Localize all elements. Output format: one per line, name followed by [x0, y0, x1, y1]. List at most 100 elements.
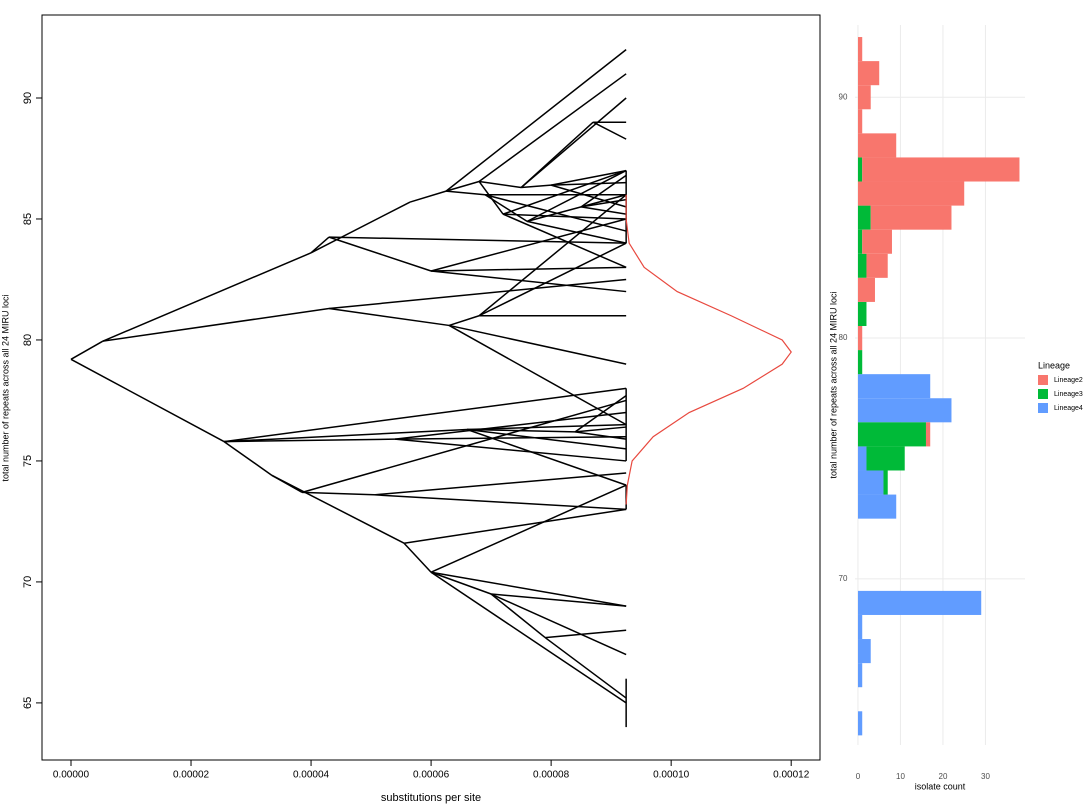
tree-edge — [467, 423, 627, 431]
tree-edge — [521, 184, 552, 189]
histogram-bar — [925, 422, 931, 447]
tree-edge — [328, 236, 432, 272]
legend-title: Lineage — [1038, 360, 1070, 370]
tree-edge — [581, 206, 627, 215]
tree-edge — [328, 278, 627, 310]
histogram-bar — [857, 614, 863, 640]
legend-key — [1038, 375, 1048, 385]
histogram-bar — [857, 61, 880, 86]
tree-edge — [403, 508, 627, 544]
x-tick-label: 0.00004 — [293, 770, 330, 781]
x-tick-label: 10 — [896, 772, 905, 781]
tree-edge — [526, 206, 582, 223]
y-tick-label: 80 — [22, 334, 34, 346]
tree-edge — [430, 484, 627, 573]
tree-edge — [526, 169, 627, 223]
y-tick-label: 70 — [22, 576, 34, 588]
tree-edge — [490, 593, 546, 639]
tree-edge — [310, 236, 330, 254]
tree-edge — [328, 307, 450, 327]
tree-edge — [223, 440, 273, 477]
histogram-bar — [857, 326, 863, 351]
tree-edge — [550, 169, 627, 186]
x-tick-label: 0.00006 — [413, 770, 450, 781]
hist-y-axis-title: total number of repeats across all 24 MI… — [828, 291, 838, 478]
histogram-bar — [857, 253, 867, 278]
histogram-bar — [857, 663, 863, 688]
tree-edge — [448, 324, 627, 365]
histogram-bar — [857, 133, 897, 158]
y-tick-label: 65 — [22, 697, 34, 709]
tree-edge — [478, 194, 627, 317]
legend-label: Lineage4 — [1054, 405, 1083, 412]
tree-edge — [431, 270, 627, 293]
tree-edge — [374, 472, 627, 496]
tree-edge — [409, 190, 447, 203]
tree-edge — [446, 190, 486, 196]
legend-key — [1038, 389, 1048, 399]
plot-frame — [41, 14, 821, 761]
tree-edge — [502, 213, 627, 269]
tree-edge — [448, 324, 627, 426]
histogram-bar — [857, 590, 982, 615]
histogram-bar — [857, 422, 926, 447]
tree-edge — [550, 184, 627, 208]
tree-edge — [520, 121, 594, 189]
tree-edge — [403, 542, 432, 573]
x-tick-label: 0 — [856, 772, 861, 781]
tree-edge — [70, 358, 225, 443]
legend-key — [1038, 403, 1048, 413]
y-tick-label: 75 — [22, 455, 34, 467]
tree-edge — [580, 174, 627, 208]
histogram-bar — [857, 181, 965, 206]
tree-edge — [592, 121, 627, 140]
tree-edge — [302, 491, 375, 496]
tree-edge — [491, 593, 627, 607]
x-axis-title: substitutions per site — [381, 792, 481, 804]
tree-edge — [430, 571, 627, 704]
y-axis-title: total number of repeats across all 24 MI… — [0, 294, 10, 481]
tree-edge — [430, 571, 492, 595]
tree-edge — [301, 399, 627, 494]
tree-edge — [580, 194, 627, 208]
y-tick-label: 80 — [839, 333, 848, 342]
histogram-bar — [883, 470, 888, 495]
tree-edge — [329, 236, 627, 244]
tree-edge — [545, 629, 627, 639]
tree-edge — [575, 431, 627, 440]
x-tick-label: 0.00008 — [533, 770, 570, 781]
density-curve — [625, 194, 792, 505]
histogram-bar — [857, 350, 863, 375]
tree-edge — [374, 494, 627, 511]
tree-edge — [490, 593, 627, 656]
tree-edge — [544, 636, 627, 699]
hist-x-axis-title: isolate count — [915, 781, 966, 791]
histogram-bar — [866, 446, 905, 471]
y-tick-label: 85 — [22, 213, 34, 225]
x-tick-label: 0.00010 — [653, 770, 690, 781]
histogram-bar — [857, 639, 871, 664]
histogram-bar — [857, 37, 863, 62]
histogram-bar — [857, 109, 863, 134]
tree-edge — [224, 438, 396, 443]
y-tick-label: 90 — [22, 92, 34, 104]
histogram-bar — [857, 85, 871, 110]
legend-label: Lineage3 — [1054, 391, 1083, 398]
tree-edge — [445, 180, 480, 192]
tree-edge — [478, 242, 627, 317]
histogram-bar — [857, 277, 875, 302]
tree-edge — [467, 428, 627, 450]
tree-edge — [574, 394, 627, 433]
tree-edge — [445, 49, 627, 192]
x-tick-label: 20 — [939, 772, 948, 781]
tree-edge — [430, 571, 627, 607]
tree-edge — [223, 387, 627, 443]
histogram-bar — [857, 157, 863, 182]
tree-edge — [503, 213, 627, 220]
tree-edge — [478, 180, 522, 189]
histogram-bar — [857, 494, 897, 519]
tree-edge — [484, 194, 528, 223]
histogram-bar — [857, 711, 863, 736]
tree-edge — [310, 201, 411, 254]
